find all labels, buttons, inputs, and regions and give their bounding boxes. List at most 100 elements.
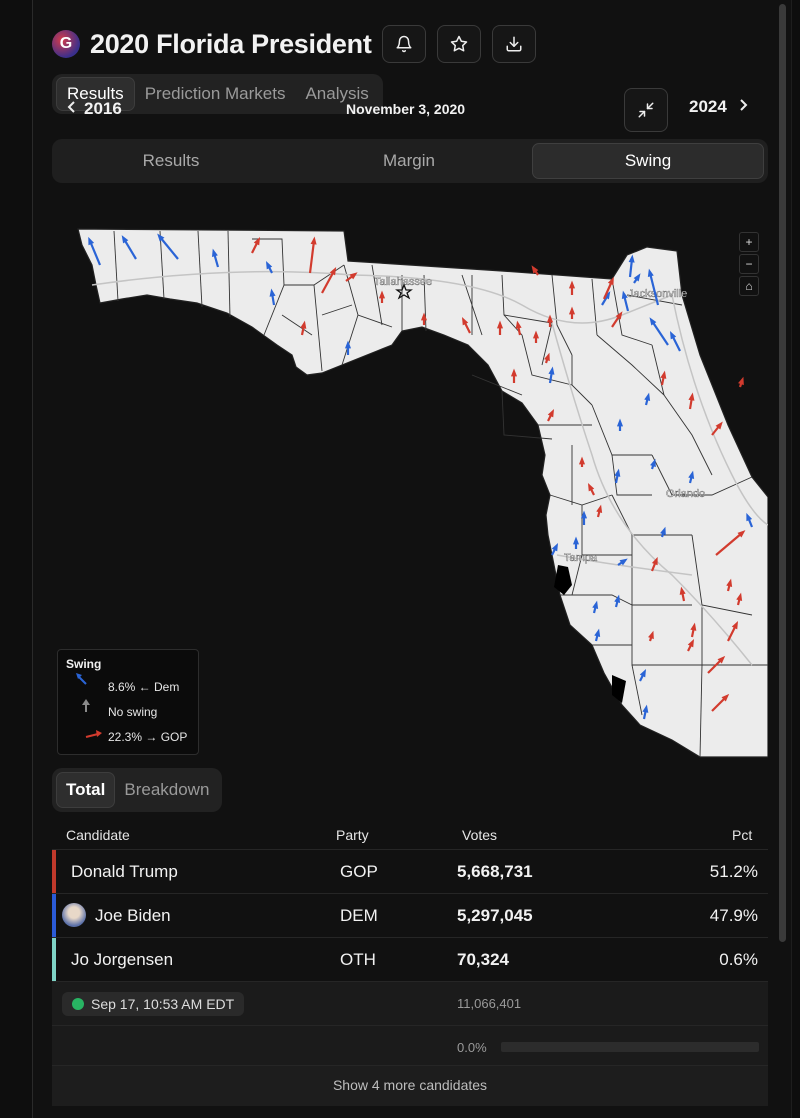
col-header-candidate[interactable]: Candidate (66, 827, 130, 843)
chevron-left-icon (66, 99, 76, 119)
city-label-orlando: Orlando (666, 488, 705, 500)
swing-arrowhead (746, 512, 753, 522)
swing-arrow (159, 236, 179, 260)
table-row[interactable]: Donald Trump GOP 5,668,731 51.2% (52, 849, 768, 893)
legend-gop-arrow-icon (85, 730, 102, 738)
legend-arrows (76, 673, 102, 738)
swing-map[interactable]: Tallahassee Jacksonville Orlando Tampa +… (52, 195, 769, 760)
legend-none-arrow-icon (82, 699, 90, 712)
swing-arrowhead (737, 530, 746, 538)
candidate-party: OTH (340, 950, 376, 969)
party-color-bar (52, 894, 56, 937)
total-votes: 11,066,401 (457, 996, 522, 1011)
swing-arrowhead (580, 510, 588, 519)
tab-results[interactable]: Results (56, 77, 135, 111)
reporting-progress-bar (501, 1042, 759, 1052)
tab-total[interactable]: Total (56, 772, 116, 808)
candidate-votes: 70,324 (457, 950, 509, 969)
logo: G (52, 30, 80, 58)
swing-arrowhead (616, 418, 624, 427)
tampa-bay (554, 565, 572, 595)
swing-arrowhead (687, 638, 695, 648)
view-mode-toggle: Results Margin Swing (52, 139, 768, 183)
swing-arrowhead (344, 340, 352, 349)
swing-arrowhead (253, 236, 261, 246)
swing-arrowhead (614, 594, 621, 603)
collapse-icon[interactable] (624, 88, 668, 132)
prev-year-label: 2016 (84, 99, 122, 118)
col-header-pct[interactable]: Pct (732, 827, 753, 843)
reporting-pct: 0.0% (457, 1040, 487, 1055)
swing-arrowhead (726, 578, 733, 587)
download-icon[interactable] (491, 25, 536, 63)
swing-arrowhead (548, 366, 555, 375)
swing-arrowhead (157, 233, 165, 242)
swing-arrowhead (633, 273, 641, 282)
candidate-pct: 0.6% (719, 950, 758, 969)
florida-shape[interactable] (77, 228, 769, 758)
tab-analysis[interactable]: Analysis (305, 84, 369, 103)
swing-arrowhead (587, 482, 595, 492)
prev-year-button[interactable]: 2016 (66, 99, 122, 119)
zoom-in-button[interactable]: + (739, 232, 759, 252)
swing-arrowhead (496, 320, 504, 329)
swing-arrowhead (717, 655, 726, 664)
reset-view-button[interactable]: ⌂ (739, 276, 759, 296)
swing-arrowhead (642, 704, 649, 713)
swing-arrowhead (738, 376, 744, 386)
swing-arrowhead (547, 408, 555, 418)
candidate-party: GOP (340, 862, 378, 881)
swing-arrowhead (688, 392, 695, 401)
star-icon[interactable] (436, 25, 481, 63)
swing-arrowhead (378, 290, 386, 299)
swing-arrowhead (619, 558, 628, 566)
chevron-right-icon (739, 97, 749, 117)
table-row[interactable]: Joe Biden DEM 5,297,045 47.9% (52, 893, 768, 937)
swing-arrowhead (731, 620, 739, 630)
col-header-party[interactable]: Party (336, 827, 369, 843)
status-dot-icon (72, 998, 84, 1010)
swing-arrowhead (592, 600, 599, 609)
florida-map[interactable]: Tallahassee Jacksonville Orlando Tampa (52, 195, 769, 760)
swing-arrowhead (651, 556, 658, 566)
show-more-row[interactable]: Show 4 more candidates (52, 1065, 768, 1106)
swing-arrowhead (568, 306, 576, 315)
bell-icon[interactable] (381, 25, 426, 63)
swing-arrowhead (596, 504, 603, 513)
swing-arrowhead (688, 470, 695, 479)
swing-arrow (123, 238, 137, 260)
title-row: G 2020 Florida President (52, 24, 536, 64)
legend-gop-label: 22.3% → GOP (108, 730, 188, 744)
swing-arrowhead (660, 526, 666, 536)
swing-arrow (321, 270, 335, 294)
candidate-name: Donald Trump (71, 862, 178, 881)
show-more-button[interactable]: Show 4 more candidates (332, 1077, 488, 1093)
table-mode-toggle: Total Breakdown (52, 768, 223, 812)
swing-arrowhead (650, 458, 656, 468)
swing-arrowhead (736, 592, 743, 601)
swing-arrowhead (644, 392, 651, 401)
swing-arrowhead (532, 330, 540, 339)
table-row[interactable]: Jo Jorgensen OTH 70,324 0.6% (52, 937, 768, 981)
view-margin[interactable]: Margin (383, 151, 435, 170)
swing-arrow (88, 240, 102, 266)
view-swing[interactable]: Swing (532, 143, 764, 179)
scrollbar[interactable] (779, 4, 786, 942)
swing-arrowhead (572, 536, 580, 545)
tab-prediction-markets[interactable]: Prediction Markets (144, 84, 286, 103)
col-header-votes[interactable]: Votes (462, 827, 498, 843)
last-updated-text: Sep 17, 10:53 AM EDT (91, 996, 235, 1012)
view-results[interactable]: Results (142, 151, 200, 170)
zoom-out-button[interactable]: − (739, 254, 759, 274)
swing-arrowhead (211, 248, 218, 258)
swing-arrowhead (628, 254, 635, 263)
candidate-pct: 51.2% (709, 862, 758, 881)
next-year-button[interactable]: 2024 (689, 97, 749, 117)
swing-arrowhead (329, 267, 337, 276)
swing-arrowhead (607, 276, 614, 286)
tab-breakdown[interactable]: Breakdown (124, 780, 210, 799)
swing-arrowhead (649, 317, 657, 326)
swing-arrowhead (510, 368, 518, 377)
swing-arrowhead (690, 622, 697, 631)
swing-arrowhead (515, 320, 522, 329)
